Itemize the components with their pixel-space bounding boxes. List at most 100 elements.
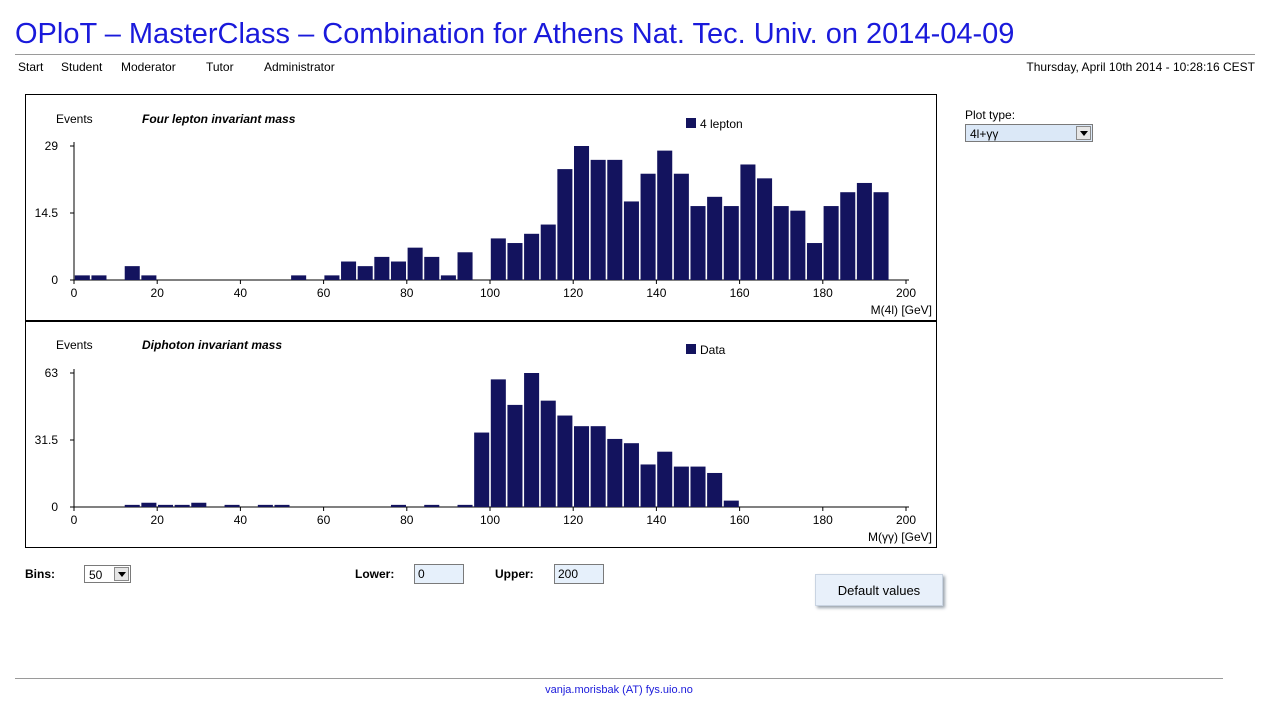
plot1-bar [757,178,773,280]
plot1-bar [357,266,373,280]
upper-input[interactable] [554,564,604,584]
plot1-bar [773,206,789,280]
plot2-bar [590,426,606,507]
nav-start[interactable]: Start [18,60,44,74]
datetime-display: Thursday, April 10th 2014 - 10:28:16 CES… [1026,60,1255,74]
plot1-bar [856,182,872,280]
plot1-bar [623,201,639,280]
plot2-bar [424,504,440,507]
plot2-bar [657,451,673,507]
plot2-bar [707,472,723,507]
plot1-x-tick-label: 140 [646,286,666,300]
plot1-bar [740,164,756,280]
bins-select[interactable]: 50 [84,565,131,583]
chevron-down-icon[interactable] [114,567,129,581]
upper-label: Upper: [495,567,534,581]
plot1-x-axis-label: M(4l) [GeV] [871,303,932,317]
plot2-bar [274,504,290,507]
plot1-bar [407,247,423,280]
nav-student[interactable]: Student [61,60,103,74]
plot1-bar [124,266,140,280]
default-values-button[interactable]: Default values [815,574,943,606]
bins-value: 50 [89,568,103,582]
lower-label: Lower: [355,567,395,581]
plot1-bar [574,146,590,280]
plot2-bar [474,432,490,507]
plot1-bar [324,275,340,280]
plot2-bar [257,504,273,507]
plot1-legend-label: 4 lepton [700,117,743,131]
plot1-bar [507,243,523,280]
plot2-x-axis-label: M(γγ) [GeV] [868,530,932,544]
plot1-x-tick-label: 100 [480,286,500,300]
plot2-bar [390,504,406,507]
plot1-x-tick-label: 60 [317,286,331,300]
plot2-bar [457,504,473,507]
plot1-x-tick-label: 120 [563,286,583,300]
plot1-bar [690,206,706,280]
plot1-bar [823,206,839,280]
plot2-bar [524,373,540,507]
plot1-bar [873,192,889,280]
nav-administrator[interactable]: Administrator [264,60,335,74]
plot2-x-tick-label: 120 [563,513,583,527]
nav-tutor[interactable]: Tutor [206,60,234,74]
plot1-bar [457,252,473,280]
plot2-x-tick-label: 200 [896,513,916,527]
plot1-bar [440,275,456,280]
plot-type-value: 4l+γγ [970,127,999,141]
plot2-x-tick-label: 100 [480,513,500,527]
plot2-bar [607,438,623,507]
plot2-x-tick-label: 140 [646,513,666,527]
plot2-y-axis-label: Events [56,338,93,352]
plot1-x-tick-label: 180 [813,286,833,300]
plot2-bar [191,502,207,507]
footer-contact[interactable]: vanja.morisbak (AT) fys.uio.no [545,684,693,696]
plot1-x-tick-label: 80 [400,286,414,300]
plot1-x-tick-label: 0 [71,286,78,300]
plot2-y-tick-label: 63 [45,366,59,380]
footer-divider [15,678,1223,679]
plot2-bar [690,466,706,507]
plot2-x-tick-label: 180 [813,513,833,527]
plot2-bar [124,504,140,507]
nav-moderator[interactable]: Moderator [121,60,176,74]
plot2-bar [640,464,656,507]
plot2-x-tick-label: 0 [71,513,78,527]
plot1-bar [657,150,673,280]
plot1-bar [607,159,623,280]
plot2-y-tick-label: 0 [51,500,58,514]
chevron-down-icon[interactable] [1076,126,1091,140]
plot1-bar [806,243,822,280]
plot1-y-tick-label: 14.5 [35,206,59,220]
plot1-bar [374,256,390,280]
plot1-bar [590,159,606,280]
plot2-title: Diphoton invariant mass [142,338,282,352]
plot2-bar [174,504,190,507]
plot1-bar [141,275,157,280]
title-divider [15,54,1255,55]
plot1-bar [540,224,556,280]
plot-type-select[interactable]: 4l+γγ [965,124,1093,142]
plot1-title: Four lepton invariant mass [142,112,296,126]
plot1-bar [74,275,90,280]
plot2-x-tick-label: 60 [317,513,331,527]
plot2-bar [673,466,689,507]
plot1-bar [840,192,856,280]
lower-input[interactable] [414,564,464,584]
plot1-bar [557,169,573,280]
plot2-bar [623,443,639,507]
plot1-bar [723,206,739,280]
plot2-x-tick-label: 160 [730,513,750,527]
plot1-bar [341,261,357,280]
plot1-legend-swatch [686,118,696,128]
plot1-bar [524,233,540,280]
plot1-x-tick-label: 160 [730,286,750,300]
plot2-bar [158,504,174,507]
plot2-y-tick-label: 31.5 [35,433,59,447]
plot1-y-tick-label: 29 [45,139,59,153]
bins-label: Bins: [25,567,55,581]
plot2-bar [574,426,590,507]
plot1-bar [640,173,656,280]
